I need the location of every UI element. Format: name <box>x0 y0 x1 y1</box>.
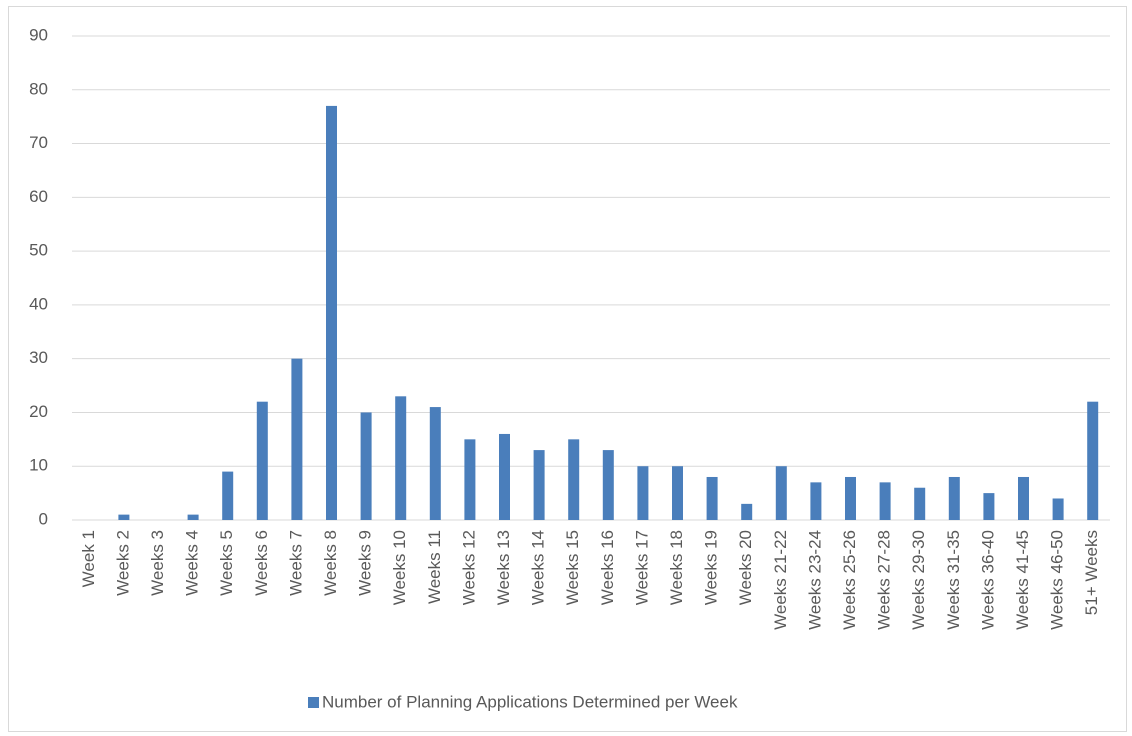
bar <box>983 493 995 520</box>
x-tick-label: Weeks 11 <box>425 530 444 604</box>
x-tick-label: Weeks 7 <box>286 530 305 596</box>
bar <box>775 466 787 520</box>
x-tick-label: Weeks 6 <box>252 530 271 596</box>
x-tick-label: Weeks 27-28 <box>875 530 894 630</box>
x-tick-label: Weeks 9 <box>356 530 375 596</box>
y-tick-label: 80 <box>29 79 48 98</box>
bar <box>326 105 337 521</box>
bar <box>256 401 268 520</box>
x-tick-label: Weeks 3 <box>148 530 167 596</box>
bar <box>637 466 649 520</box>
bar <box>568 439 580 520</box>
bar <box>187 514 199 520</box>
bar <box>879 482 891 520</box>
bar <box>291 358 303 520</box>
y-tick-label: 70 <box>29 133 48 152</box>
x-tick-label: Weeks 17 <box>632 530 651 605</box>
bar <box>948 476 960 520</box>
x-tick-label: Weeks 21-22 <box>771 530 790 630</box>
x-tick-label: Weeks 4 <box>183 530 202 596</box>
y-tick-label: 0 <box>39 509 48 528</box>
x-tick-label: Weeks 36-40 <box>978 530 997 630</box>
x-tick-label: Weeks 23-24 <box>805 530 824 630</box>
x-tick-label: Weeks 31-35 <box>944 530 963 630</box>
bar <box>118 514 130 520</box>
bar <box>845 476 856 520</box>
y-tick-label: 20 <box>29 402 48 421</box>
bar <box>499 433 510 520</box>
y-tick-label: 60 <box>29 187 48 206</box>
legend-label: Number of Planning Applications Determin… <box>322 692 738 711</box>
bar <box>602 450 614 520</box>
x-tick-label: Weeks 20 <box>736 530 755 605</box>
legend-swatch <box>308 697 319 708</box>
y-tick-label: 40 <box>29 294 48 313</box>
bar <box>1087 401 1099 520</box>
y-tick-label: 50 <box>29 241 48 260</box>
x-tick-label: Week 1 <box>79 530 98 587</box>
x-tick-label: Weeks 5 <box>217 530 236 596</box>
bar <box>429 407 441 520</box>
x-tick-label: Weeks 18 <box>667 530 686 605</box>
x-tick-label: Weeks 16 <box>598 530 617 605</box>
y-tick-label: 30 <box>29 348 48 367</box>
x-tick-label: Weeks 15 <box>563 530 582 605</box>
x-tick-label: Weeks 41-45 <box>1013 530 1032 630</box>
chart-border <box>8 6 1127 732</box>
bar <box>360 412 372 520</box>
bar <box>1018 476 1029 520</box>
bar <box>1052 498 1064 520</box>
x-tick-label: Weeks 12 <box>459 530 478 605</box>
x-tick-label: Weeks 25-26 <box>840 530 859 630</box>
x-tick-label: Weeks 10 <box>390 530 409 605</box>
x-tick-label: 51+ Weeks <box>1082 530 1101 615</box>
x-tick-label: Weeks 14 <box>529 530 548 605</box>
y-tick-label: 10 <box>29 456 48 475</box>
x-tick-label: Weeks 29-30 <box>909 530 928 630</box>
y-tick-label: 90 <box>29 25 48 44</box>
bar <box>464 439 476 520</box>
x-tick-label: Weeks 19 <box>702 530 721 605</box>
bar <box>533 450 545 520</box>
bar <box>810 482 822 520</box>
x-tick-label: Weeks 8 <box>321 530 340 596</box>
bar <box>706 476 718 520</box>
bar <box>914 487 926 520</box>
bar <box>672 466 683 520</box>
x-tick-label: Weeks 2 <box>113 530 132 596</box>
x-tick-label: Weeks 46-50 <box>1048 530 1067 630</box>
x-tick-label: Weeks 13 <box>494 530 513 605</box>
bar <box>222 471 234 520</box>
bar <box>741 503 753 520</box>
bar <box>395 396 407 520</box>
